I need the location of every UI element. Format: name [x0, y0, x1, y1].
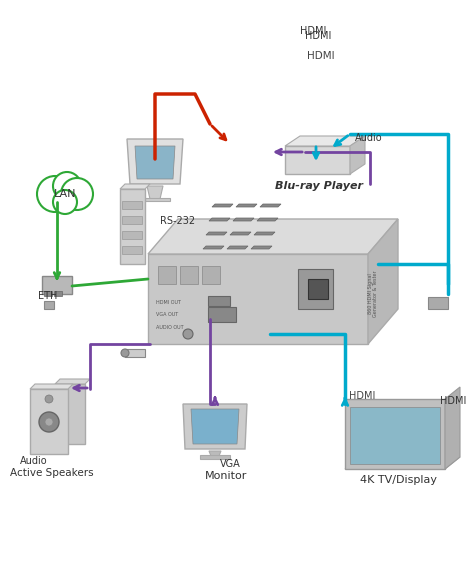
Polygon shape	[55, 384, 85, 444]
Text: 4K TV/Display: 4K TV/Display	[360, 475, 437, 485]
Polygon shape	[368, 219, 398, 344]
FancyBboxPatch shape	[54, 291, 62, 296]
FancyBboxPatch shape	[44, 291, 52, 296]
FancyBboxPatch shape	[308, 279, 328, 299]
Text: HDMI OUT: HDMI OUT	[156, 300, 181, 305]
Text: RS-232: RS-232	[160, 216, 195, 226]
Polygon shape	[254, 232, 275, 235]
Polygon shape	[183, 404, 247, 449]
FancyBboxPatch shape	[122, 231, 142, 239]
FancyBboxPatch shape	[208, 296, 230, 306]
Polygon shape	[251, 246, 272, 249]
Polygon shape	[445, 387, 460, 469]
Polygon shape	[209, 218, 230, 221]
Polygon shape	[203, 246, 224, 249]
Circle shape	[53, 190, 77, 214]
Circle shape	[53, 172, 81, 200]
Polygon shape	[236, 204, 257, 207]
Circle shape	[37, 176, 73, 212]
Polygon shape	[191, 409, 239, 444]
FancyBboxPatch shape	[122, 216, 142, 224]
FancyBboxPatch shape	[180, 266, 198, 284]
Polygon shape	[127, 139, 183, 184]
Text: AUDIO OUT: AUDIO OUT	[156, 325, 184, 330]
Polygon shape	[148, 254, 368, 344]
Circle shape	[121, 349, 129, 357]
Circle shape	[183, 329, 193, 339]
Text: LAN: LAN	[54, 189, 76, 199]
FancyBboxPatch shape	[122, 246, 142, 254]
Polygon shape	[140, 198, 170, 201]
Polygon shape	[285, 136, 365, 146]
Polygon shape	[209, 451, 221, 456]
Polygon shape	[120, 189, 145, 264]
Polygon shape	[345, 399, 445, 469]
Polygon shape	[148, 219, 398, 254]
Text: 860 HDMI Signal
Generator & Tester: 860 HDMI Signal Generator & Tester	[368, 271, 378, 318]
Circle shape	[39, 412, 59, 432]
Polygon shape	[135, 146, 175, 179]
Circle shape	[61, 178, 93, 210]
Circle shape	[45, 395, 53, 403]
Text: VGA OUT: VGA OUT	[156, 312, 178, 317]
Polygon shape	[212, 204, 233, 207]
Text: ETH: ETH	[38, 291, 57, 301]
FancyBboxPatch shape	[42, 276, 72, 294]
Text: Monitor: Monitor	[205, 471, 247, 481]
Polygon shape	[200, 455, 230, 459]
Text: HDMI: HDMI	[349, 391, 376, 401]
FancyBboxPatch shape	[125, 349, 145, 357]
Text: HDMI: HDMI	[307, 51, 334, 61]
FancyBboxPatch shape	[208, 307, 236, 322]
Text: HDMI: HDMI	[440, 396, 466, 406]
FancyBboxPatch shape	[428, 297, 448, 309]
Polygon shape	[230, 232, 251, 235]
Polygon shape	[227, 246, 248, 249]
Polygon shape	[260, 204, 281, 207]
Polygon shape	[30, 389, 68, 454]
FancyBboxPatch shape	[202, 266, 220, 284]
Text: HDMI: HDMI	[305, 31, 332, 41]
Polygon shape	[55, 379, 90, 384]
Text: Blu-ray Player: Blu-ray Player	[275, 181, 363, 191]
Polygon shape	[147, 186, 163, 199]
FancyBboxPatch shape	[158, 266, 176, 284]
Polygon shape	[233, 218, 254, 221]
Polygon shape	[206, 232, 227, 235]
FancyBboxPatch shape	[122, 201, 142, 209]
Polygon shape	[120, 184, 150, 189]
Text: VGA: VGA	[220, 459, 241, 469]
Text: HDMI: HDMI	[300, 26, 326, 36]
Polygon shape	[345, 457, 460, 469]
Polygon shape	[257, 218, 278, 221]
FancyBboxPatch shape	[44, 301, 54, 309]
Text: Audio: Audio	[20, 456, 48, 466]
Polygon shape	[350, 136, 365, 174]
Circle shape	[45, 418, 53, 426]
Text: Active Speakers: Active Speakers	[10, 468, 94, 478]
Text: Audio: Audio	[355, 133, 383, 143]
Polygon shape	[30, 384, 73, 389]
Polygon shape	[285, 146, 350, 174]
FancyBboxPatch shape	[298, 269, 333, 309]
Polygon shape	[350, 407, 440, 464]
